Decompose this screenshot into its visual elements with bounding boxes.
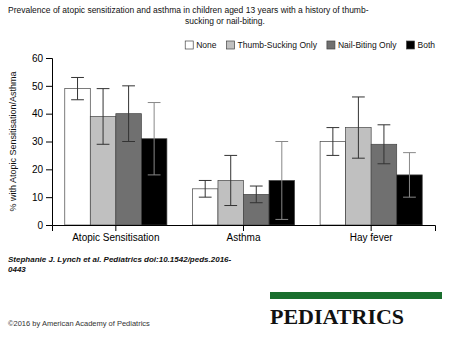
error-bar [403,153,416,198]
error-bar [378,125,391,164]
y-tick-mark [46,114,52,115]
footnote: Stephanie J. Lynch et al. Pediatrics doi… [8,255,232,274]
y-tick: 50 [32,81,52,92]
error-bar [250,186,263,203]
x-tick-mark [371,225,372,231]
x-axis-line [53,226,436,232]
series [116,86,397,225]
legend-label: Nail-Biting Only [338,40,397,50]
x-tick-label: Asthma [227,232,261,243]
x-tick: Hay fever [350,225,393,243]
y-tick: 10 [32,192,52,203]
bar [65,89,91,225]
legend-label: Thumb-Sucking Only [238,40,318,50]
logo-bar [270,292,442,299]
legend-swatch [407,41,415,49]
x-tick-mark [115,225,116,231]
x-axis: Atopic Sensitisation Asthma Hay fever [53,225,436,243]
y-tick-mark [46,225,52,226]
error-bar [122,86,135,142]
y-tick-label: 60 [32,53,44,64]
error-bar [148,103,161,175]
legend-label: None [196,40,217,50]
x-tick-mark [243,225,244,231]
y-tick-label: 0 [37,220,43,231]
y-tick-mark [46,86,52,87]
y-axis: 0 10 20 30 40 50 60 [32,53,53,231]
x-tick-label: Atopic Sensitisation [72,232,159,243]
y-tick: 30 [32,136,52,147]
legend: None Thumb-Sucking Only Nail-Biting Only Bo… [185,40,435,50]
y-tick-mark [46,169,52,170]
series [141,103,422,225]
y-tick-mark [46,197,52,198]
y-tick: 40 [32,108,52,119]
y-tick: 60 [32,53,52,64]
error-bar [224,155,237,205]
logo-text: PEDIATRICS [270,304,404,329]
y-axis-line [46,59,53,226]
error-bar [326,128,339,156]
error-bar [275,142,288,220]
y-tick-label: 50 [32,81,44,92]
legend-swatch [185,41,193,49]
error-bar [71,77,84,99]
legend-item: Both [407,40,436,50]
chart: Prevalence of atopic sensitization and a… [0,0,450,338]
y-tick-mark [46,142,52,143]
error-bar [199,180,212,197]
y-axis-title: % with Atopic Sensitisation/Asthma [8,71,18,211]
y-tick: 0 [37,220,52,231]
y-tick-label: 30 [32,136,44,147]
y-tick-label: 20 [32,164,44,175]
x-tick-label: Hay fever [350,232,393,243]
plot: 0 10 20 30 40 50 60 Atopic Sensitisation Asthma H… [8,53,436,243]
title: Prevalence of atopic sensitization and a… [8,5,369,26]
y-tick-mark [46,58,52,59]
y-tick: 20 [32,164,52,175]
error-bar [352,97,365,158]
error-bar [97,89,110,145]
legend-swatch [327,41,335,49]
legend-item: Thumb-Sucking Only [227,40,318,50]
legend-label: Both [418,40,436,50]
series [90,89,371,225]
series [65,77,346,225]
y-tick-label: 40 [32,108,44,119]
legend-item: Nail-Biting Only [327,40,397,50]
legend-item: None [185,40,217,50]
copyright: ©2016 by American Academy of Pediatrics [8,319,150,328]
legend-swatch [227,41,235,49]
marks [65,77,422,225]
x-tick: Atopic Sensitisation [72,225,159,243]
y-tick-label: 10 [32,192,44,203]
x-tick: Asthma [227,225,261,243]
